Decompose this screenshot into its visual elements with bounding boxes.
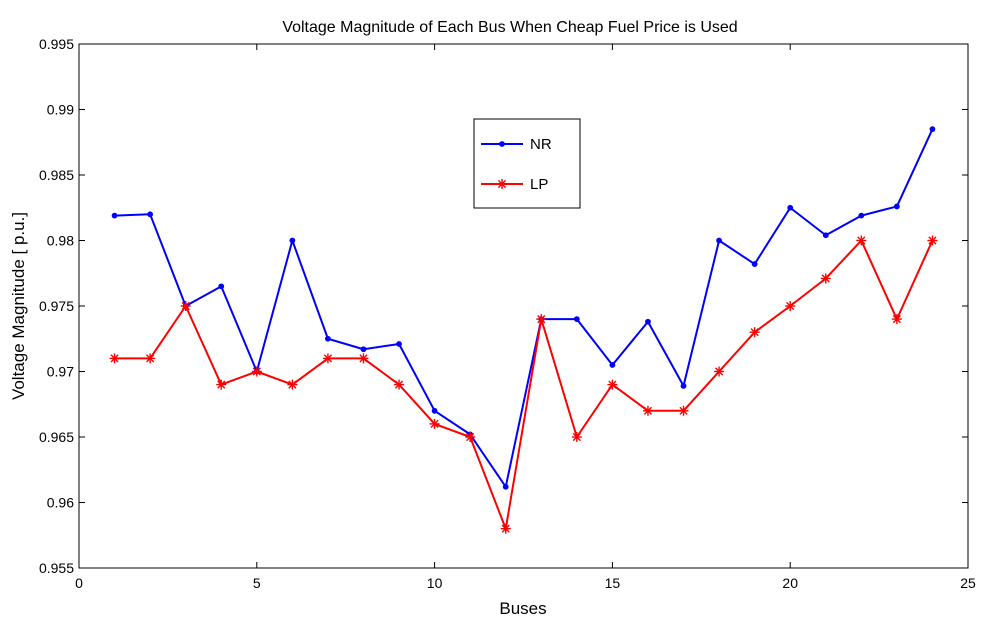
data-point-lp <box>358 353 369 364</box>
legend-item-nr: NR <box>481 136 552 153</box>
x-tick-label: 20 <box>782 575 798 591</box>
data-point-lp <box>536 314 547 325</box>
data-point-lp <box>607 379 618 390</box>
legend: NR LP <box>473 118 581 209</box>
data-point-nr <box>716 237 722 244</box>
x-axis-title: Buses <box>499 599 546 618</box>
data-point-nr <box>431 407 438 414</box>
legend-box <box>473 118 581 209</box>
y-tick-label: 0.955 <box>39 560 74 576</box>
data-point-lp <box>216 379 227 390</box>
data-point-nr <box>111 212 118 219</box>
y-tick-label: 0.99 <box>47 102 74 118</box>
plot-frame <box>78 43 969 569</box>
data-point-nr <box>680 383 687 389</box>
y-tick-label: 0.97 <box>47 364 74 380</box>
data-point-lp <box>642 405 653 416</box>
x-tick-label: 15 <box>605 575 621 591</box>
data-point-lp <box>927 235 938 246</box>
data-point-lp <box>287 379 298 390</box>
data-point-lp <box>180 301 191 311</box>
data-point-nr <box>360 346 367 353</box>
data-point-nr <box>787 204 794 211</box>
data-point-nr <box>929 126 936 133</box>
y-tick-label: 0.985 <box>39 167 74 183</box>
y-tick-label: 0.965 <box>39 429 74 445</box>
data-point-lp <box>109 353 120 364</box>
x-tick-label: 10 <box>427 575 443 591</box>
series-nr <box>111 126 936 490</box>
data-point-lp <box>714 366 725 377</box>
legend-marker-nr <box>499 141 505 147</box>
axis-ticks: 0 5 10 15 20 25 0.955 0.96 0.965 0.97 0.975 0.98 0.9… <box>39 36 976 591</box>
data-point-nr <box>645 318 651 325</box>
legend-label-lp: LP <box>530 176 548 193</box>
data-point-lp <box>785 301 796 311</box>
data-point-nr <box>893 203 900 210</box>
data-point-nr <box>751 261 758 267</box>
data-point-lp <box>749 327 760 338</box>
series-layer <box>109 126 938 534</box>
legend-items: NR LP <box>481 136 552 193</box>
x-tick-label: 25 <box>960 575 976 591</box>
y-tick-label: 0.995 <box>39 36 74 52</box>
data-point-lp <box>500 523 511 534</box>
legend-label-nr: NR <box>530 136 552 153</box>
data-point-nr <box>822 232 829 239</box>
data-point-lp <box>394 379 405 390</box>
data-point-nr <box>573 316 580 323</box>
data-point-lp <box>145 353 156 364</box>
data-point-lp <box>678 405 689 416</box>
data-point-nr <box>218 283 225 290</box>
legend-item-lp: LP <box>481 176 548 193</box>
data-point-lp <box>322 353 333 364</box>
data-point-nr <box>609 362 616 368</box>
data-point-nr <box>289 237 296 244</box>
x-tick-label: 5 <box>253 575 261 591</box>
legend-marker-lp <box>497 179 507 189</box>
series-lp <box>109 235 938 534</box>
data-point-nr <box>325 335 331 342</box>
series-line-lp <box>114 239 934 530</box>
y-axis-title: Voltage Magnitude [ p.u.] <box>9 212 28 400</box>
chart-title: Voltage Magnitude of Each Bus When Cheap… <box>282 19 737 36</box>
x-tick-label: 0 <box>75 575 83 591</box>
data-point-lp <box>429 418 440 429</box>
series-line-nr <box>114 128 934 488</box>
data-point-lp <box>820 273 831 284</box>
y-tick-label: 0.975 <box>39 298 74 314</box>
data-point-lp <box>891 314 902 325</box>
data-point-nr <box>858 212 865 219</box>
data-point-lp <box>856 235 867 246</box>
data-point-nr <box>396 341 402 347</box>
data-point-nr <box>502 483 509 490</box>
y-tick-label: 0.96 <box>47 495 74 511</box>
data-point-nr <box>147 211 154 218</box>
data-point-lp <box>465 432 476 442</box>
y-tick-label: 0.98 <box>47 233 74 249</box>
data-point-lp <box>571 432 582 442</box>
data-point-lp <box>251 366 262 377</box>
